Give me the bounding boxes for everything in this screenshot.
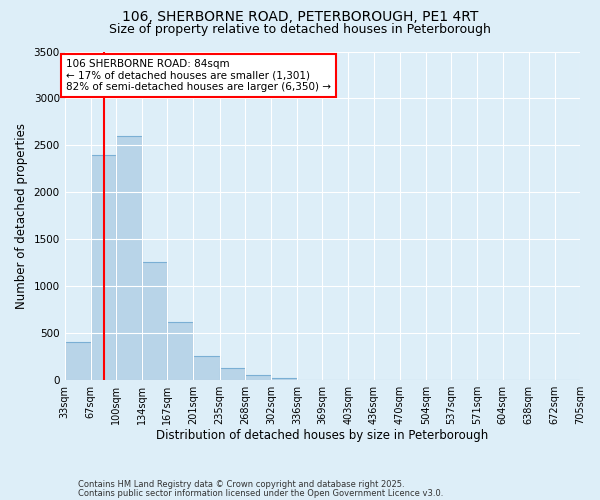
Bar: [116, 136, 142, 380]
Bar: [65, 342, 91, 380]
X-axis label: Distribution of detached houses by size in Peterborough: Distribution of detached houses by size …: [156, 430, 488, 442]
Bar: [220, 368, 245, 380]
Text: 106 SHERBORNE ROAD: 84sqm
← 17% of detached houses are smaller (1,301)
82% of se: 106 SHERBORNE ROAD: 84sqm ← 17% of detac…: [66, 59, 331, 92]
Text: 106, SHERBORNE ROAD, PETERBOROUGH, PE1 4RT: 106, SHERBORNE ROAD, PETERBOROUGH, PE1 4…: [122, 10, 478, 24]
Y-axis label: Number of detached properties: Number of detached properties: [15, 122, 28, 308]
Bar: [142, 262, 167, 380]
Bar: [91, 154, 116, 380]
Bar: [167, 322, 193, 380]
Bar: [245, 375, 271, 380]
Bar: [193, 356, 220, 380]
Text: Contains public sector information licensed under the Open Government Licence v3: Contains public sector information licen…: [78, 488, 443, 498]
Text: Size of property relative to detached houses in Peterborough: Size of property relative to detached ho…: [109, 22, 491, 36]
Bar: [271, 378, 297, 380]
Text: Contains HM Land Registry data © Crown copyright and database right 2025.: Contains HM Land Registry data © Crown c…: [78, 480, 404, 489]
